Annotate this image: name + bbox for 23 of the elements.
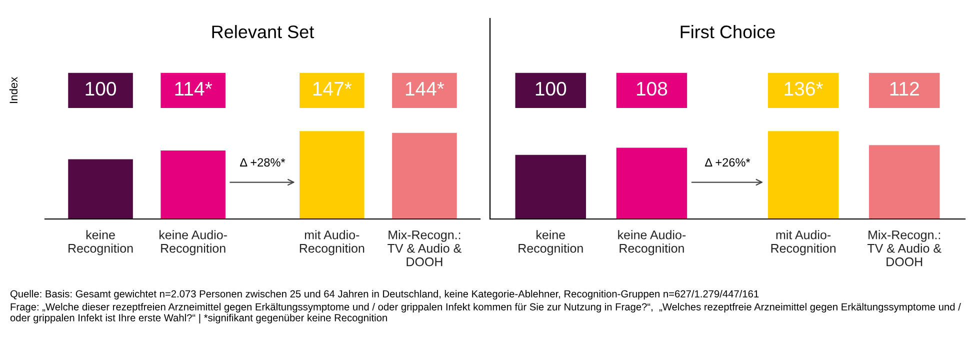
text: 100 <box>536 82 566 96</box>
source-note: Quelle: Basis: Gesamt gewichtet n=2.073 Personen zwischen 25 und 64 Jahren in Deutschland, keine Kategorie-Ablehner, Recognition-Gruppen n=627/1.279/447/161 <box>10 290 759 300</box>
x-tick-label: Mix-Recogn.: TV & Audio & DOOH <box>867 230 942 266</box>
annotation: Δ +26%* <box>705 158 750 167</box>
text: 136* <box>784 82 823 96</box>
y-axis-title: Index <box>9 76 18 103</box>
text: Frage: „Welche dieser rezeptfreien Arzneimittel gegen Erkältungssymptome und / oder grippalen Infekt kommen für Sie zur Nutzung in Frage?“, „Welches rezeptfreie Arzneimittel gegen Erkältungssymptome und / oder grippalen Infekt ist Ihre erste Wahl?“ | *signifikant gegenüber keine Recognition <box>10 303 961 324</box>
x-tick-label: keine Audio- Recognition <box>160 230 227 256</box>
annotation: Δ +28%* <box>240 158 286 167</box>
text: 112 <box>890 82 919 96</box>
x-tick-label: keine Audio- Recognition <box>618 230 686 256</box>
chart-title: Relevant Set <box>212 25 314 38</box>
x-tick-label: keine Recognition <box>68 230 133 256</box>
text: 147* <box>313 82 352 96</box>
x-tick-label: mit Audio- Recognition <box>771 230 836 256</box>
x-tick-label: keine Recognition <box>518 230 583 256</box>
text: 108 <box>636 82 668 96</box>
text: 100 <box>86 82 116 96</box>
x-tick-label: mit Audio- Recognition <box>300 230 364 256</box>
text: 144* <box>406 82 444 96</box>
text: 114* <box>175 82 212 96</box>
chart-title: First Choice <box>680 25 775 38</box>
x-tick-label: Mix-Recogn.: TV & Audio & DOOH <box>388 230 462 266</box>
